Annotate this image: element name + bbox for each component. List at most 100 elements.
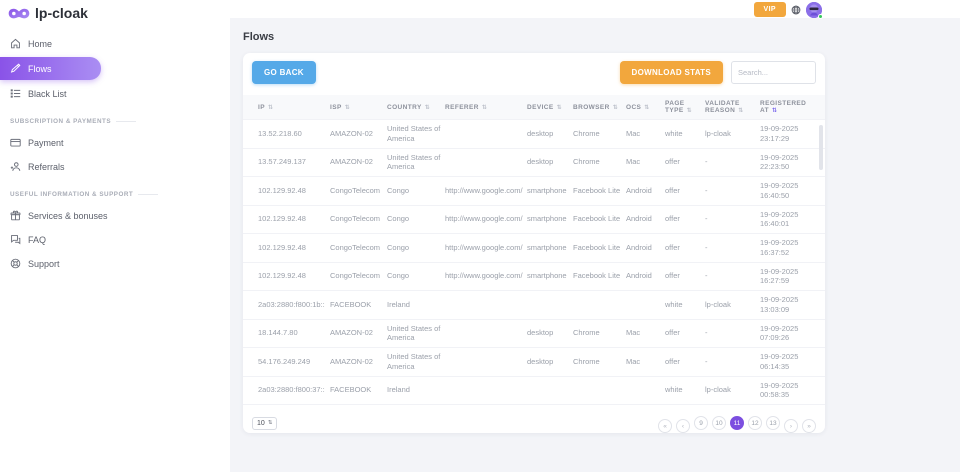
pagination-page-11[interactable]: 11 [730,416,744,430]
sidebar-item-label: Referrals [28,161,65,172]
cell-registered_at: 19-09-2025 22:23:50 [760,148,825,177]
list-icon [10,88,21,99]
cell-validate_reason: - [705,262,760,291]
cell-country: Ireland [387,376,445,405]
cell-page_type: white [665,290,705,320]
cell-device: desktop [527,148,573,177]
cell-isp: CongoTelecom [330,205,387,234]
cell-page_type: offer [665,262,705,291]
sidebar-item-home[interactable]: Home [0,33,230,54]
sidebar-item-label: Services & bonuses [28,210,108,221]
download-stats-button[interactable]: DOWNLOAD STATS [619,61,723,84]
page-title: Flows [243,31,275,43]
cell-registered_at: 19-09-2025 13:03:09 [760,290,825,320]
cell-isp: FACEBOOK [330,376,387,405]
column-header-browser[interactable]: BROWSER ⇅ [573,95,626,120]
cell-ip: 18.144.7.80 [243,319,330,348]
sort-icon[interactable]: ⇅ [481,104,488,111]
column-header-page_type[interactable]: PAGE TYPE ⇅ [665,95,705,120]
sidebar-item-flows[interactable]: Flows [0,57,101,80]
vip-button[interactable]: VIP [753,2,786,17]
cell-referer [445,119,527,149]
sort-icon[interactable]: ⇅ [344,104,351,111]
column-header-country[interactable]: COUNTRY ⇅ [387,95,445,120]
cell-country: Ireland [387,290,445,320]
sort-icon[interactable]: ⇅ [644,104,650,111]
sort-icon[interactable]: ⇅ [771,108,778,114]
sidebar-item-services-bonuses[interactable]: Services & bonuses [0,205,230,226]
pagination-prev[interactable]: ‹ [676,419,690,433]
cell-page_type: offer [665,233,705,263]
cell-ocs: Mac [626,148,665,177]
table-row: 2a03:2880:f800:37:: FACEBOOK Ireland white l… [243,376,825,405]
language-globe-icon[interactable] [791,5,801,15]
cell-validate_reason: - [705,347,760,377]
search-input[interactable] [731,61,816,84]
sidebar-item-label: Home [28,38,53,49]
sidebar-item-black-list[interactable]: Black List [0,83,230,104]
cell-browser: Facebook Lite [573,205,626,234]
cell-ip: 102.129.92.48 [243,233,330,263]
table-row: 2a03:2880:f800:1b:: FACEBOOK Ireland white l… [243,290,825,320]
page-size-select[interactable]: 10 ⇅ [252,416,278,430]
column-header-isp[interactable]: ISP ⇅ [330,95,387,120]
pagination-page-13[interactable]: 13 [766,416,780,430]
cell-referer [445,376,527,405]
column-header-registered_at[interactable]: REGISTERED AT ⇅ [760,95,825,120]
cell-ip: 13.57.249.137 [243,148,330,177]
table-scrollbar-thumb[interactable] [819,125,823,170]
column-header-ocs[interactable]: OCS ⇅ [626,95,665,120]
sort-icon[interactable]: ⇅ [556,104,563,111]
column-label: DEVICE [527,103,554,111]
sort-icon[interactable]: ⇅ [612,104,619,111]
flows-card: GO BACK DOWNLOAD STATS IP⇅ISP⇅COUNTRY⇅RE… [243,53,825,433]
sort-icon[interactable]: ⇅ [738,108,744,114]
cell-ocs: Android [626,205,665,234]
sort-icon[interactable]: ⇅ [424,104,431,111]
cell-registered_at: 19-09-2025 16:40:50 [760,176,825,206]
table-row: 102.129.92.48 CongoTelecom Congo http://www… [243,205,825,234]
cell-ocs: Mac [626,319,665,348]
pagination-last[interactable]: » [802,419,816,433]
cell-ip: 2a03:2880:f800:1b:: [243,290,330,320]
cell-page_type: offer [665,148,705,177]
cell-isp: FACEBOOK [330,290,387,320]
brand-logo[interactable]: lp-cloak [0,0,230,27]
pagination-next[interactable]: › [784,419,798,433]
sort-icon[interactable]: ⇅ [267,104,274,111]
main-content: Flows GO BACK DOWNLOAD STATS IP⇅ISP⇅COUN… [230,18,960,472]
user-avatar[interactable] [806,1,823,19]
cell-ocs: Android [626,262,665,291]
cell-ocs: Android [626,176,665,206]
cell-ip: 102.129.92.48 [243,262,330,291]
column-header-device[interactable]: DEVICE ⇅ [527,95,573,120]
table-row: 54.176.249.249 AMAZON-02 United States of … [243,347,825,377]
cell-page_type: white [665,119,705,149]
pagination-first[interactable]: « [658,419,672,433]
cell-validate_reason: - [705,319,760,348]
sidebar-item-payment[interactable]: Payment [0,132,230,153]
cell-device: desktop [527,347,573,377]
sidebar-section-subscription: SUBSCRIPTION & PAYMENTS [0,107,230,129]
column-header-referer[interactable]: REFERER ⇅ [445,95,527,120]
pagination-page-12[interactable]: 12 [748,416,762,430]
sort-icon[interactable]: ⇅ [686,108,693,114]
cell-page_type: offer [665,319,705,348]
pagination-page-10[interactable]: 10 [712,416,726,430]
sidebar-item-label: Payment [28,137,64,148]
column-header-ip[interactable]: IP ⇅ [243,95,330,120]
pagination-page-9[interactable]: 9 [694,416,708,430]
cell-validate_reason: - [705,176,760,206]
sidebar-item-faq[interactable]: FAQ [0,229,230,250]
cell-registered_at: 19-09-2025 16:40:01 [760,205,825,234]
cell-referer [445,347,527,377]
cell-browser [573,376,626,405]
sidebar-item-support[interactable]: Support [0,253,230,274]
cell-referer: http://www.google.com/ [445,262,527,291]
cell-ocs: Mac [626,347,665,377]
column-label: REFERER [445,103,479,111]
cell-country: Congo [387,205,445,234]
column-header-validate_reason[interactable]: VALIDATE REASON ⇅ [705,95,760,120]
sidebar-item-referrals[interactable]: Referrals [0,156,230,177]
go-back-button[interactable]: GO BACK [252,61,316,84]
